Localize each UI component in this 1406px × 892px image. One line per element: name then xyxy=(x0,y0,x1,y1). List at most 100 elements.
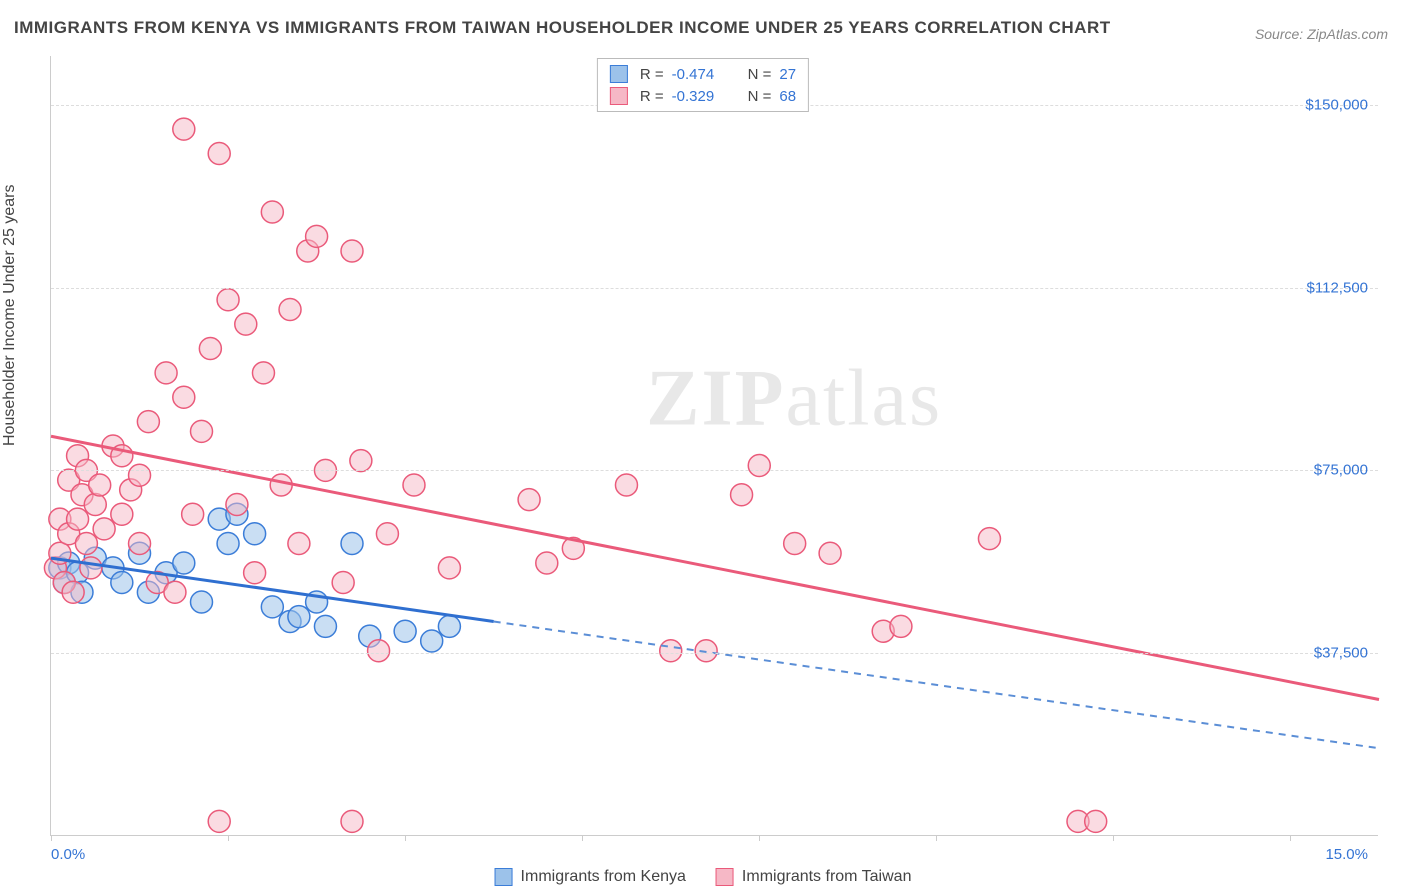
scatter-point xyxy=(111,503,133,525)
scatter-point xyxy=(261,596,283,618)
chart-title: IMMIGRANTS FROM KENYA VS IMMIGRANTS FROM… xyxy=(14,18,1111,38)
scatter-point xyxy=(819,542,841,564)
y-tick-label: $75,000 xyxy=(1314,462,1368,479)
scatter-point xyxy=(164,581,186,603)
scatter-point xyxy=(244,562,266,584)
legend-swatch xyxy=(610,87,628,105)
scatter-point xyxy=(270,474,292,496)
x-tick xyxy=(228,835,229,841)
x-tick xyxy=(1113,835,1114,841)
scatter-point xyxy=(252,362,274,384)
y-axis-title: Householder Income Under 25 years xyxy=(1,185,19,446)
scatter-point xyxy=(695,640,717,662)
series-label: Immigrants from Taiwan xyxy=(742,868,912,886)
source-label: Source: ZipAtlas.com xyxy=(1255,26,1388,42)
scatter-point xyxy=(1085,810,1107,832)
x-axis-max-label: 15.0% xyxy=(1325,846,1368,863)
series-legend-item: Immigrants from Kenya xyxy=(495,868,686,886)
scatter-point xyxy=(182,503,204,525)
x-axis-min-label: 0.0% xyxy=(51,846,85,863)
trend-line-extrapolated xyxy=(494,622,1379,749)
scatter-point xyxy=(518,489,540,511)
scatter-point xyxy=(306,225,328,247)
x-tick xyxy=(405,835,406,841)
scatter-point xyxy=(536,552,558,574)
scatter-point xyxy=(615,474,637,496)
scatter-point xyxy=(89,474,111,496)
n-value: 68 xyxy=(779,88,796,105)
gridline xyxy=(51,288,1378,289)
scatter-point xyxy=(350,450,372,472)
scatter-point xyxy=(288,606,310,628)
scatter-point xyxy=(67,508,89,530)
n-label: N = xyxy=(748,66,772,83)
chart-plot-area: ZIPatlas 0.0% 15.0% $37,500$75,000$112,5… xyxy=(50,56,1378,836)
scatter-point xyxy=(341,810,363,832)
scatter-point xyxy=(376,523,398,545)
scatter-point xyxy=(137,411,159,433)
scatter-point xyxy=(75,533,97,555)
r-label: R = xyxy=(640,88,664,105)
scatter-point xyxy=(93,518,115,540)
scatter-point xyxy=(208,810,230,832)
scatter-point xyxy=(421,630,443,652)
scatter-point xyxy=(155,362,177,384)
scatter-point xyxy=(62,581,84,603)
scatter-point xyxy=(129,533,151,555)
scatter-point xyxy=(438,557,460,579)
legend-swatch xyxy=(610,65,628,83)
scatter-point xyxy=(111,572,133,594)
y-tick-label: $112,500 xyxy=(1307,279,1368,296)
correlation-legend-row: R = -0.474 N = 27 xyxy=(610,63,796,85)
legend-swatch xyxy=(495,868,513,886)
scatter-point xyxy=(341,240,363,262)
correlation-legend: R = -0.474 N = 27 R = -0.329 N = 68 xyxy=(597,58,809,112)
scatter-point xyxy=(660,640,682,662)
scatter-point xyxy=(191,420,213,442)
scatter-point xyxy=(748,455,770,477)
scatter-point xyxy=(438,615,460,637)
scatter-point xyxy=(226,494,248,516)
scatter-point xyxy=(332,572,354,594)
x-tick xyxy=(1290,835,1291,841)
scatter-point xyxy=(394,620,416,642)
scatter-point xyxy=(978,528,1000,550)
scatter-point xyxy=(173,386,195,408)
scatter-point xyxy=(261,201,283,223)
x-tick xyxy=(582,835,583,841)
scatter-point xyxy=(80,557,102,579)
scatter-point xyxy=(208,143,230,165)
scatter-point xyxy=(217,289,239,311)
series-label: Immigrants from Kenya xyxy=(521,868,686,886)
scatter-point xyxy=(368,640,390,662)
scatter-point xyxy=(279,299,301,321)
y-tick-label: $150,000 xyxy=(1305,96,1368,113)
scatter-point xyxy=(173,118,195,140)
scatter-point xyxy=(173,552,195,574)
x-tick xyxy=(936,835,937,841)
scatter-point xyxy=(341,533,363,555)
series-legend-item: Immigrants from Taiwan xyxy=(716,868,912,886)
scatter-point xyxy=(84,494,106,516)
n-value: 27 xyxy=(779,66,796,83)
scatter-point xyxy=(191,591,213,613)
x-tick xyxy=(759,835,760,841)
scatter-point xyxy=(288,533,310,555)
n-label: N = xyxy=(748,88,772,105)
scatter-point xyxy=(784,533,806,555)
scatter-point xyxy=(235,313,257,335)
r-value: -0.329 xyxy=(672,88,732,105)
scatter-point xyxy=(129,464,151,486)
scatter-point xyxy=(217,533,239,555)
correlation-legend-row: R = -0.329 N = 68 xyxy=(610,85,796,107)
scatter-point xyxy=(199,338,221,360)
scatter-point xyxy=(403,474,425,496)
scatter-svg xyxy=(51,56,1378,835)
r-value: -0.474 xyxy=(672,66,732,83)
series-legend: Immigrants from Kenya Immigrants from Tai… xyxy=(495,868,912,886)
gridline xyxy=(51,470,1378,471)
gridline xyxy=(51,653,1378,654)
legend-swatch xyxy=(716,868,734,886)
y-tick-label: $37,500 xyxy=(1314,645,1368,662)
r-label: R = xyxy=(640,66,664,83)
